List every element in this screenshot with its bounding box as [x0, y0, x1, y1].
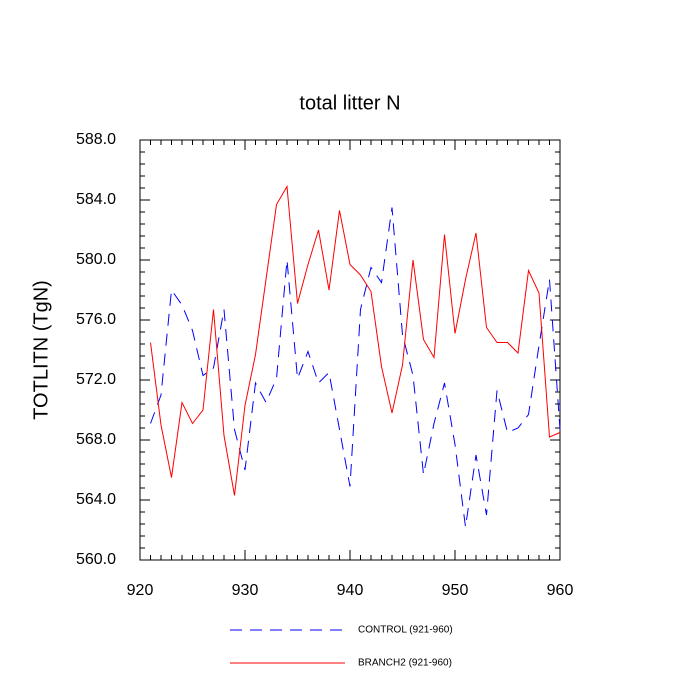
y-tick-label: 588.0: [76, 131, 116, 148]
y-tick-label: 576.0: [76, 311, 116, 328]
chart-title: total litter N: [299, 92, 400, 114]
x-tick-label: 940: [337, 582, 364, 599]
x-tick-label: 920: [127, 582, 154, 599]
y-axis-label: TOTLITN (TgN): [30, 280, 52, 420]
y-tick-label: 560.0: [76, 551, 116, 568]
legend-label: BRANCH2 (921-960): [358, 658, 452, 669]
x-tick-label: 930: [232, 582, 259, 599]
x-tick-label: 950: [442, 582, 469, 599]
y-tick-label: 572.0: [76, 371, 116, 388]
y-tick-label: 584.0: [76, 191, 116, 208]
legend-label: CONTROL (921-960): [358, 625, 453, 636]
x-tick-label: 960: [547, 582, 574, 599]
y-tick-label: 564.0: [76, 491, 116, 508]
series-line: [150, 207, 561, 528]
y-tick-label: 568.0: [76, 431, 116, 448]
plot-frame: [139, 139, 561, 561]
series-line: [150, 184, 561, 496]
y-tick-label: 580.0: [76, 251, 116, 268]
